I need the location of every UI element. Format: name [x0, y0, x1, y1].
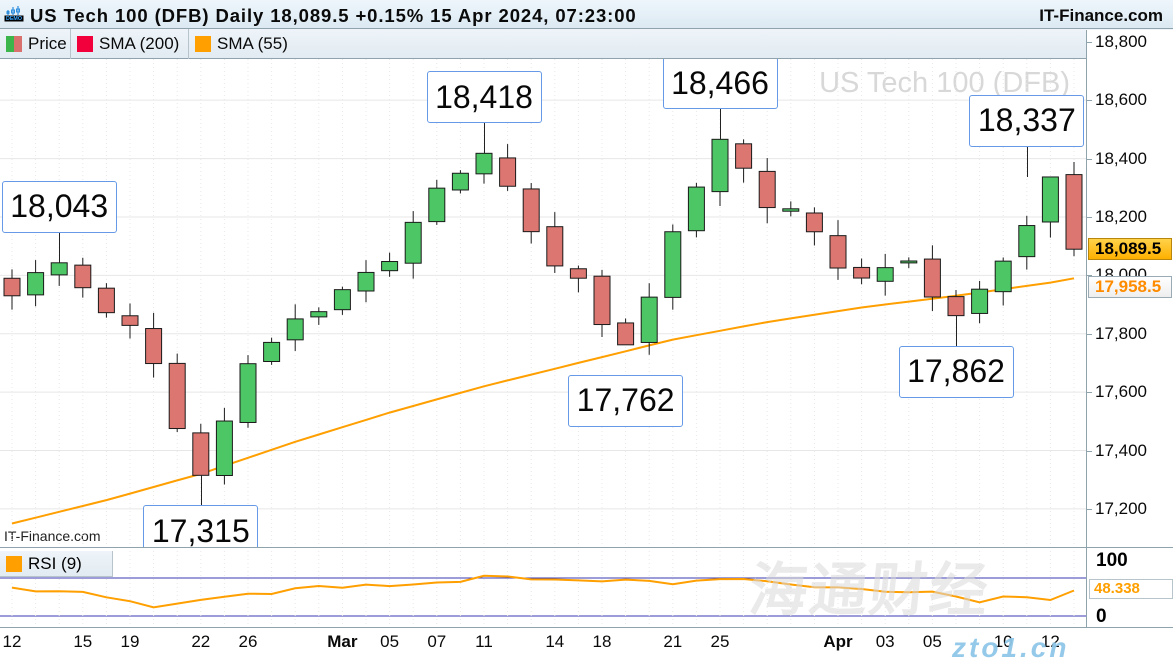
svg-text:DEMO: DEMO — [6, 16, 22, 22]
